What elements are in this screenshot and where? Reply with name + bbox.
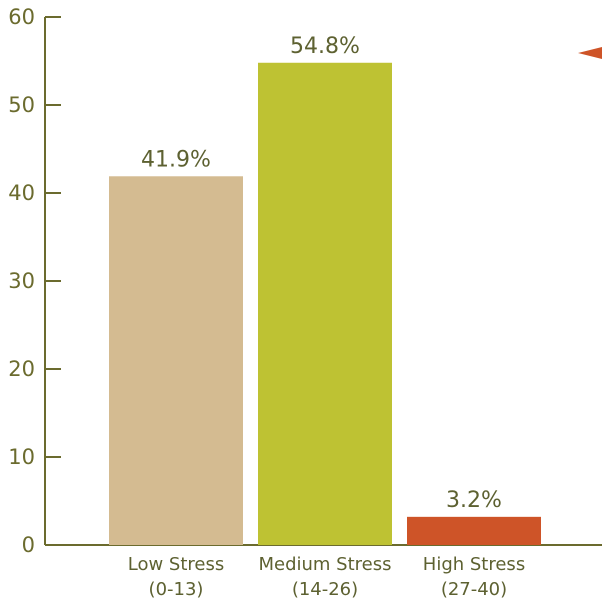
y-tick-label: 60 <box>8 5 35 29</box>
data-label: 41.9% <box>141 147 211 172</box>
category-label: Low Stress <box>128 554 225 575</box>
category-label: (0-13) <box>149 579 204 600</box>
category-label: Medium Stress <box>258 554 391 575</box>
y-tick-label: 10 <box>8 445 35 469</box>
bar-3 <box>407 516 541 545</box>
category-label: High Stress <box>423 554 525 575</box>
data-label: 3.2% <box>446 488 502 513</box>
category-label: (14-26) <box>292 579 358 600</box>
y-tick-label: 30 <box>8 269 35 293</box>
category-label: (27-40) <box>441 579 507 600</box>
y-tick-label: 50 <box>8 93 35 117</box>
chart-labels: 41.9% Low Stress (0-13) 54.8% Medium Stress (… <box>128 34 525 600</box>
y-tick-label: 20 <box>8 357 35 381</box>
left-pointing-triangle-icon <box>578 47 602 59</box>
y-tick-label: 40 <box>8 181 35 205</box>
bar-2 <box>258 62 392 545</box>
chart-bars <box>109 62 541 545</box>
bar-1 <box>109 176 243 545</box>
y-tick-label: 0 <box>22 533 35 557</box>
data-label: 54.8% <box>290 34 360 59</box>
